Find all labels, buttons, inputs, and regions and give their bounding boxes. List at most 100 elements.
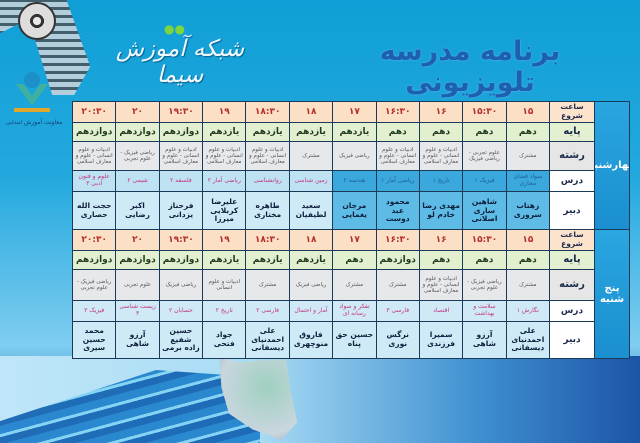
row-label-dars: درس (550, 301, 594, 321)
paye-cell: یازدهم (333, 123, 376, 141)
paye-cell: دوازدهم (116, 123, 159, 141)
dabir-cell: سعید لطیفیان (289, 192, 333, 230)
reshte-cell: مشترک (333, 270, 376, 300)
paye-cell: دوازدهم (73, 251, 116, 269)
row-label-paye: پایه (550, 123, 594, 141)
reshte-cell: مشترک (246, 270, 289, 300)
paye-cell: یازدهم (289, 251, 333, 269)
reshte-cell: ادبیات و علوم انسانی - علوم و معارف اسلا… (376, 142, 419, 170)
reshte-cell: ادبیات و علوم انسانی - علوم و معارف اسلا… (203, 142, 246, 170)
dars-cell: فیزیک ۱ (463, 171, 506, 191)
dars-cell: تاریخ ۱ (419, 171, 463, 191)
brand-logo-text: شبکه آموزش سیما (115, 36, 245, 88)
time-cell: ۱۹ (203, 102, 246, 122)
dars-cell: علوم و فنون ادبی ۳ (73, 171, 116, 191)
time-cell: ۲۰ (116, 102, 159, 122)
reshte-cell: ادبیات و علوم انسانی - علوم و معارف اسلا… (246, 142, 289, 170)
dars-cell: سلامت و بهداشت (463, 301, 506, 321)
dabir-cell: محمود عبد دوست (376, 192, 419, 230)
paye-cell: دوازدهم (73, 123, 116, 141)
reshte-cell: ادبیات و علوم انسانی - علوم و معارف اسلا… (73, 142, 116, 170)
row-label-time: ساعت شروع (550, 102, 594, 122)
dabir-cell: فاروق منوچهری (289, 322, 333, 358)
time-cell: ۱۶ (419, 230, 463, 250)
time-cell: ۱۵:۳۰ (463, 230, 506, 250)
reshte-cell: ادبیات و علوم انسانی - علوم و معارف اسلا… (419, 142, 463, 170)
dabir-cell: زهتاب سروری (506, 192, 549, 230)
paye-cell: یازدهم (203, 123, 246, 141)
dabir-cell: حجت الله حصاری (73, 192, 116, 230)
education-logo-text: معاونت آموزش ابتدایی (5, 119, 63, 126)
page-title: برنامه مدرسه تلویزیونی (379, 36, 561, 98)
row-label-reshte: رشته (550, 270, 594, 300)
paye-cell: دهم (419, 251, 463, 269)
brand-logo: ●● شبکه آموزش سیما (100, 22, 260, 88)
dars-cell: اقتصاد (419, 301, 463, 321)
dabir-cell: اکبر رضایی (116, 192, 159, 230)
paye-cell: دوازدهم (159, 251, 203, 269)
dars-cell: ریاضی آمار ۱ (376, 171, 419, 191)
time-cell: ۱۸ (289, 102, 333, 122)
time-cell: ۱۵ (506, 102, 549, 122)
row-label-dabir: دبیر (550, 192, 594, 230)
paye-cell: دهم (506, 123, 549, 141)
paye-cell: دهم (333, 251, 376, 269)
paye-cell: دوازدهم (116, 251, 159, 269)
dabir-cell: طاهره مختاری (246, 192, 289, 230)
dars-cell: تفکر و سواد رسانه ای (333, 301, 376, 321)
film-reel-icon (18, 2, 56, 40)
dabir-cell: شاهین ساری اصلانی (463, 192, 506, 230)
paye-cell: دوازدهم (159, 123, 203, 141)
dars-cell: زمین شناسی (289, 171, 333, 191)
time-cell: ۱۸:۳۰ (246, 230, 289, 250)
dabir-cell: حسین شفیع زاده برمی (159, 322, 203, 358)
time-cell: ۱۷ (333, 230, 376, 250)
dars-cell: فلسفه ۲ (159, 171, 203, 191)
paye-cell: یازدهم (246, 123, 289, 141)
dabir-cell: نرگس نوری (376, 322, 419, 358)
paye-cell: دوازدهم (376, 251, 419, 269)
time-cell: ۱۶:۳۰ (376, 230, 419, 250)
day-label: چهارشنبه (595, 102, 629, 230)
paye-cell: دهم (506, 251, 549, 269)
reshte-cell: ادبیات و علوم انسانی - علوم و معارف اسلا… (159, 142, 203, 170)
dars-cell: سواد فضای مجازی (506, 171, 549, 191)
dars-cell: حسابان ۲ (159, 301, 203, 321)
dabir-cell: آرزو شاهی (116, 322, 159, 358)
paye-cell: یازدهم (246, 251, 289, 269)
time-cell: ۱۵:۳۰ (463, 102, 506, 122)
dabir-cell: علی احمدنیای دیسفانی (506, 322, 549, 358)
time-cell: ۱۹:۳۰ (159, 102, 203, 122)
paye-cell: یازدهم (203, 251, 246, 269)
time-cell: ۱۸:۳۰ (246, 102, 289, 122)
paye-cell: دهم (463, 123, 506, 141)
brand-dots-icon: ●● (164, 22, 185, 36)
dars-cell: آمار و احتمال (289, 301, 333, 321)
reshte-cell: ریاضی فیزیک - علوم تجربی (116, 142, 159, 170)
reshte-cell: ریاضی فیزیک - علوم تجربی (463, 270, 506, 300)
dars-cell: فارسی ۲ (246, 301, 289, 321)
dars-cell: نگارش ۱ (506, 301, 549, 321)
dabir-cell: سمیرا فرزندی (419, 322, 463, 358)
reshte-cell: ریاضی فیزیک (159, 270, 203, 300)
dars-cell: فارسی ۳ (376, 301, 419, 321)
day-label: پنج شنبه (595, 230, 629, 358)
paye-cell: دهم (463, 251, 506, 269)
paye-cell: یازدهم (289, 123, 333, 141)
reshte-cell: ریاضی فیزیک - علوم تجربی (73, 270, 116, 300)
dabir-cell: مرجان یغمایی (333, 192, 376, 230)
dabir-cell: جواد فتحی (203, 322, 246, 358)
reshte-cell: ادبیات و علوم انسانی - علوم و معارف اسلا… (419, 270, 463, 300)
time-cell: ۱۹ (203, 230, 246, 250)
paye-cell: دهم (419, 123, 463, 141)
schedule-table-thursday: پنج شنبه ساعت شروع ۱۵ ۱۵:۳۰ ۱۶ ۱۶:۳۰ ۱۷ ۱۸ ۱۸:۳۰… (72, 229, 630, 359)
row-label-reshte: رشته (550, 142, 594, 170)
time-cell: ۱۵ (506, 230, 549, 250)
reshte-cell: ریاضی فیزیک (289, 270, 333, 300)
paye-cell: دهم (376, 123, 419, 141)
time-cell: ۱۹:۳۰ (159, 230, 203, 250)
dars-cell: روانشناسی (246, 171, 289, 191)
dars-cell: تاریخ ۲ (203, 301, 246, 321)
row-label-time: ساعت شروع (550, 230, 594, 250)
reshte-cell: مشترک (506, 142, 549, 170)
